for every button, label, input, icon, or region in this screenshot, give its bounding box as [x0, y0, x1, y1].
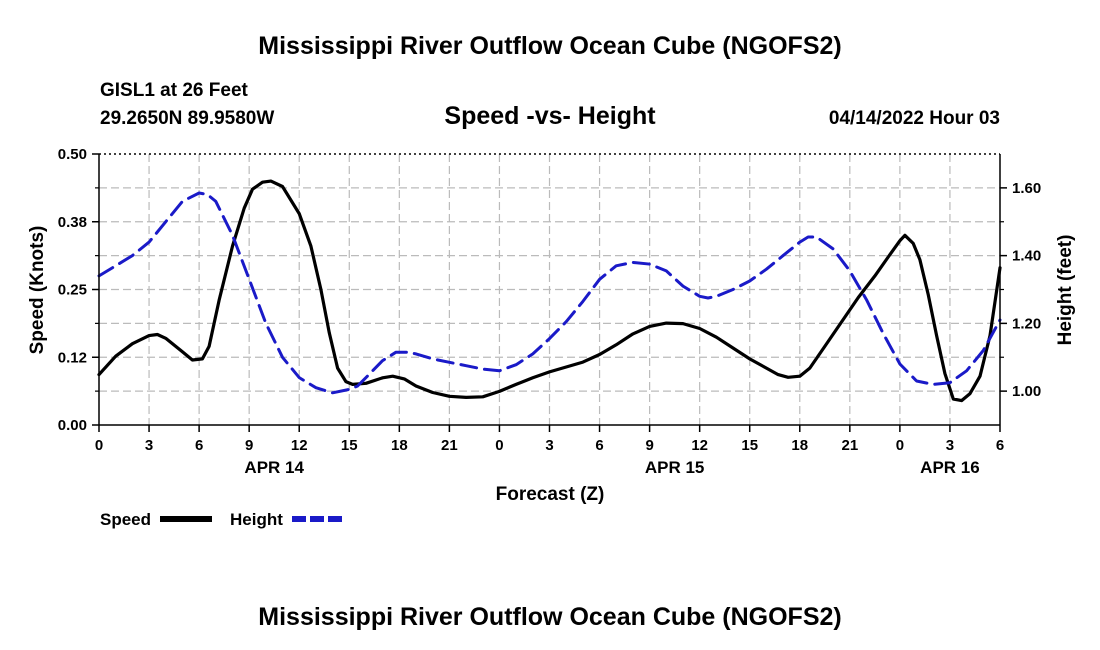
y-tick-label: 0.25: [58, 282, 87, 299]
y2-tick-label: 1.60: [1012, 180, 1041, 197]
x-tick-label: 15: [341, 437, 358, 454]
station-label: GISL1 at 26 Feet: [100, 80, 249, 101]
y-axis-title: Speed (Knots): [27, 226, 48, 355]
main-title: Mississippi River Outflow Ocean Cube (NG…: [258, 32, 841, 60]
x-tick-label: 21: [441, 437, 458, 454]
coordinates-label: 29.2650N 89.9580W: [100, 108, 274, 129]
x-tick-label: 21: [841, 437, 858, 454]
legend-speed-label: Speed: [100, 510, 151, 529]
footer-title: Mississippi River Outflow Ocean Cube (NG…: [258, 603, 841, 631]
x-tick-label: 9: [645, 437, 653, 454]
y2-axis-title: Height (feet): [1055, 235, 1076, 346]
x-date-label: APR 14: [244, 458, 304, 477]
x-tick-label: 6: [195, 437, 203, 454]
x-tick-label: 3: [946, 437, 954, 454]
chart-title: Speed -vs- Height: [444, 102, 656, 130]
x-tick-label: 18: [391, 437, 408, 454]
x-tick-label: 15: [741, 437, 758, 454]
y-tick-label: 0.50: [58, 146, 87, 163]
y-tick-label: 0.38: [58, 214, 87, 231]
y2-tick-label: 1.00: [1012, 383, 1041, 400]
x-tick-label: 0: [495, 437, 503, 454]
x-tick-label: 3: [545, 437, 553, 454]
axis-ticks: 0 3 6 9 12 15 18 21 0 3 6 9 12 15 18 21 0 3 6 APR 14 APR 15 A…: [58, 146, 1041, 477]
y-tick-label: 0.12: [58, 349, 87, 366]
x-tick-label: 18: [791, 437, 808, 454]
x-tick-label: 12: [691, 437, 708, 454]
datetime-label: 04/14/2022 Hour 03: [829, 108, 1000, 129]
y2-tick-label: 1.20: [1012, 315, 1041, 332]
x-tick-label: 0: [95, 437, 103, 454]
x-tick-label: 0: [896, 437, 904, 454]
series-layer: [97, 179, 1002, 403]
y-tick-label: 0.00: [58, 417, 87, 434]
x-tick-label: 12: [291, 437, 308, 454]
x-date-label: APR 15: [645, 458, 705, 477]
x-date-label: APR 16: [920, 458, 980, 477]
x-tick-label: 9: [245, 437, 253, 454]
x-tick-label: 6: [595, 437, 603, 454]
series-line-speed: [97, 179, 1002, 403]
series-line-height: [97, 191, 1002, 395]
y2-tick-label: 1.40: [1012, 248, 1041, 265]
grid-lines: [99, 154, 1000, 425]
x-axis-title: Forecast (Z): [496, 484, 605, 505]
x-tick-label: 3: [145, 437, 153, 454]
legend: Speed Height: [100, 510, 344, 529]
x-tick-label: 6: [996, 437, 1004, 454]
legend-height-label: Height: [230, 510, 283, 529]
